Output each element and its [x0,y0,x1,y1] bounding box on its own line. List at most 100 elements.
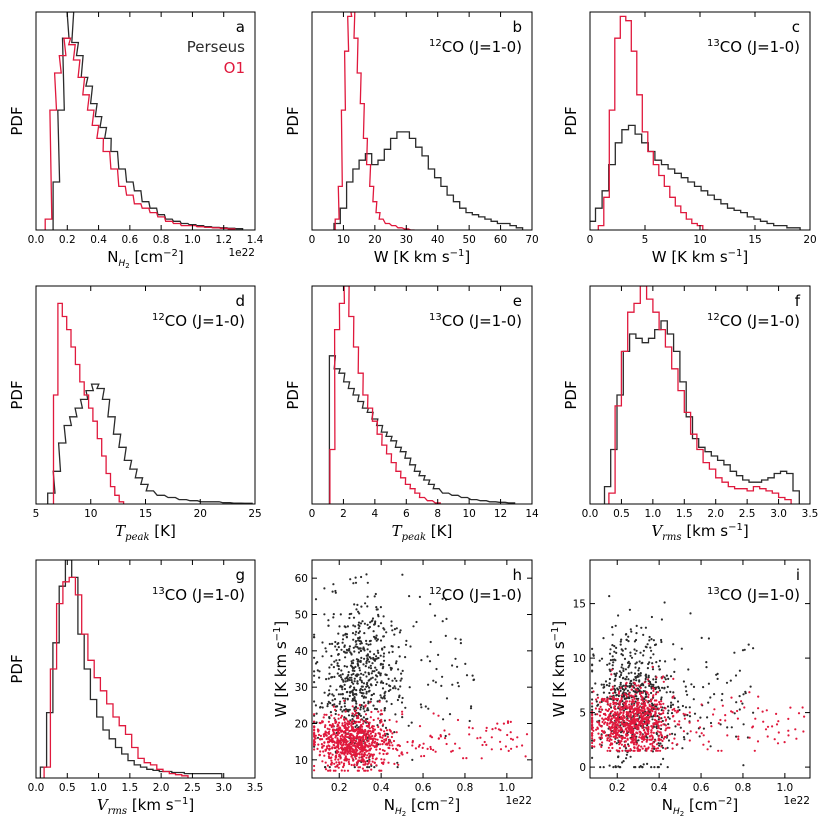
scatter-point [313,636,316,639]
scatter-point [373,761,376,764]
scatter-point [362,707,365,710]
scatter-point [337,693,340,696]
scatter-point [342,730,345,733]
scatter-point [362,692,365,695]
scatter-point [343,769,346,772]
scatter-point [615,712,618,715]
scatter-point [371,757,374,760]
scatter-point [337,742,340,746]
scatter-point [411,758,414,762]
scatter-point [633,738,637,741]
scatter-point [347,760,350,764]
scatter-point [659,706,663,709]
scatter-point [625,721,628,724]
scatter-point [651,665,654,669]
scatter-point [602,683,606,686]
scatter-point [658,734,661,737]
scatter-point [381,648,384,651]
scatter-point [598,701,602,704]
scatter-point [591,741,594,745]
scatter-point [337,758,340,761]
scatter-point [605,717,608,721]
scatter-point [686,714,689,717]
scatter-point [366,684,369,688]
scatter-point [647,716,651,719]
scatter-point [636,714,639,718]
scatter-point [372,656,375,660]
scatter-point [352,699,355,702]
scatter-point [465,757,468,760]
scatter-point [658,727,661,730]
scatter-point [736,717,740,720]
scatter-point [346,625,349,628]
scatter-point [361,738,364,741]
scatter-point [610,668,614,671]
scatter-point [617,614,620,617]
scatter-point [753,749,756,752]
x-tick-label: 0.0 [28,234,45,246]
panel-annotation: 13CO (J=1-0) [152,586,245,604]
scatter-point [702,743,705,746]
scatter-point [620,698,623,701]
scatter-point [591,705,594,708]
scatter-point [666,685,669,689]
scatter-point [391,732,394,735]
x-tick-label: 3.5 [802,508,819,520]
scatter-point [591,708,594,712]
histogram-step-perseus [39,560,223,778]
scatter-point [396,698,399,702]
scatter-point [395,627,398,630]
scatter-point [358,669,361,672]
scatter-point [468,726,471,729]
scatter-point [625,695,628,698]
scatter-point [336,725,339,728]
scatter-point [707,637,711,640]
scatter-point [367,739,370,743]
scatter-point [334,769,337,772]
scatter-point [506,720,510,723]
scatter-point [343,759,346,762]
scatter-point [636,699,639,702]
scatter-point [678,708,681,712]
scatter-point [591,728,594,731]
scatter-point [614,624,617,627]
scatter-point [627,635,630,638]
scatter-point [485,726,488,730]
scatter-point [591,746,594,750]
scatter-point [633,718,636,721]
scatter-point [591,702,594,705]
scatter-point [344,632,347,635]
scatter-point [641,725,644,728]
scatter-point [601,717,604,720]
scatter-point [322,750,325,753]
scatter-point [654,681,658,684]
scatter-point [360,642,363,645]
scatter-point [353,766,356,769]
scatter-point [376,608,379,611]
scatter-point [364,671,367,674]
scatter-point [608,662,611,665]
scatter-point [331,741,334,744]
x-tick-label: 14 [525,508,539,520]
scatter-point [353,686,356,689]
scatter-point [627,715,630,718]
scatter-point [351,734,355,737]
scatter-point [350,679,353,682]
scatter-point [717,722,720,725]
scatter-point [401,669,404,673]
scatter-point [382,655,385,658]
scatter-point [359,718,362,721]
scatter-point [598,714,602,717]
scatter-point [347,758,351,761]
data-layer [590,15,801,230]
x-tick-label: 1.0 [90,782,107,794]
scatter-point [336,729,339,732]
scatter-point [356,730,359,734]
scatter-point [609,743,612,747]
scatter-point [641,740,644,743]
x-tick-label: 0.4 [90,234,107,246]
scatter-point [344,656,347,659]
scatter-point [445,598,448,601]
scatter-point [337,668,340,671]
